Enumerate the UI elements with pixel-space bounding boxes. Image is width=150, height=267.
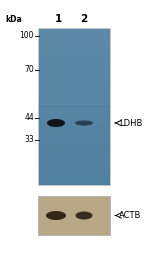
Ellipse shape — [75, 211, 93, 219]
Bar — [38, 146, 110, 150]
Bar — [38, 95, 110, 99]
Bar — [38, 48, 110, 52]
Text: 1: 1 — [54, 14, 62, 24]
Bar — [38, 44, 110, 48]
Bar — [38, 118, 110, 122]
Bar — [38, 169, 110, 173]
Bar — [38, 142, 110, 146]
Text: 2: 2 — [80, 14, 88, 24]
Bar — [38, 28, 110, 32]
Bar — [38, 158, 110, 162]
Text: 33: 33 — [24, 135, 34, 144]
Bar — [38, 91, 110, 95]
Bar — [38, 114, 110, 118]
Bar — [38, 52, 110, 56]
Bar — [38, 36, 110, 40]
Bar — [38, 99, 110, 103]
Bar — [38, 122, 110, 126]
Bar — [38, 63, 110, 67]
Ellipse shape — [47, 119, 65, 127]
Bar — [38, 126, 110, 130]
Ellipse shape — [75, 120, 93, 125]
Bar — [38, 59, 110, 63]
Text: LDHB: LDHB — [119, 119, 142, 128]
Bar — [38, 71, 110, 75]
Text: ACTB: ACTB — [119, 211, 141, 220]
Bar — [38, 79, 110, 83]
Bar — [38, 181, 110, 185]
Bar — [38, 32, 110, 36]
Bar — [38, 28, 110, 185]
Bar — [38, 40, 110, 44]
Bar — [38, 177, 110, 181]
Bar — [38, 75, 110, 79]
Bar — [38, 138, 110, 142]
Bar — [38, 165, 110, 169]
Bar — [38, 83, 110, 87]
Bar — [38, 154, 110, 158]
Bar — [38, 196, 110, 235]
Text: 100: 100 — [20, 32, 34, 41]
Bar — [38, 130, 110, 134]
Bar — [38, 111, 110, 114]
Bar — [38, 67, 110, 71]
Bar — [38, 87, 110, 91]
Bar — [38, 150, 110, 154]
Bar — [38, 103, 110, 107]
Ellipse shape — [46, 211, 66, 220]
Bar — [38, 56, 110, 59]
Bar — [38, 134, 110, 138]
Text: 70: 70 — [24, 65, 34, 74]
Bar — [38, 162, 110, 165]
Bar — [38, 107, 110, 111]
Text: kDa: kDa — [5, 15, 22, 24]
Bar — [38, 173, 110, 177]
Text: 44: 44 — [24, 113, 34, 123]
